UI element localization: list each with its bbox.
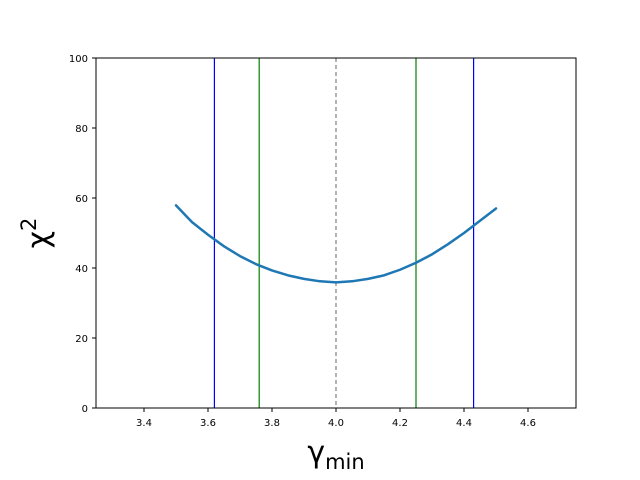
series-group [174, 204, 498, 284]
y-tick-label: 40 [75, 264, 88, 275]
x-tick-label: 3.4 [136, 418, 152, 429]
x-tick-label: 3.6 [200, 418, 216, 429]
x-tick-label: 4.2 [392, 418, 408, 429]
y-axis-label: χ2 [17, 218, 56, 249]
y-tick-label: 60 [75, 194, 88, 205]
x-tick-label: 4.6 [520, 418, 536, 429]
x-tick-label: 4.0 [328, 418, 344, 429]
x-tick-label: 4.4 [456, 418, 472, 429]
y-axis-label-symbol: χ [21, 231, 56, 248]
vertical-lines [213, 58, 475, 408]
x-tick-label: 3.8 [264, 418, 280, 429]
y-tick-label: 100 [69, 54, 88, 65]
y-tick-label: 0 [82, 404, 88, 415]
y-tick-label: 80 [75, 124, 88, 135]
x-axis-label-symbol: γ [307, 435, 325, 470]
series-line-1 [174, 204, 498, 284]
y-tick-label: 20 [75, 334, 88, 345]
x-axis-label-subscript: min [325, 450, 365, 474]
x-axis-label: γmin [307, 435, 364, 474]
y-axis-label-superscript: 2 [17, 218, 41, 231]
y-axis-ticks: 0 20 40 60 80 100 [69, 54, 96, 415]
x-axis-ticks: 3.4 3.6 3.8 4.0 4.2 4.4 4.6 [136, 408, 536, 429]
